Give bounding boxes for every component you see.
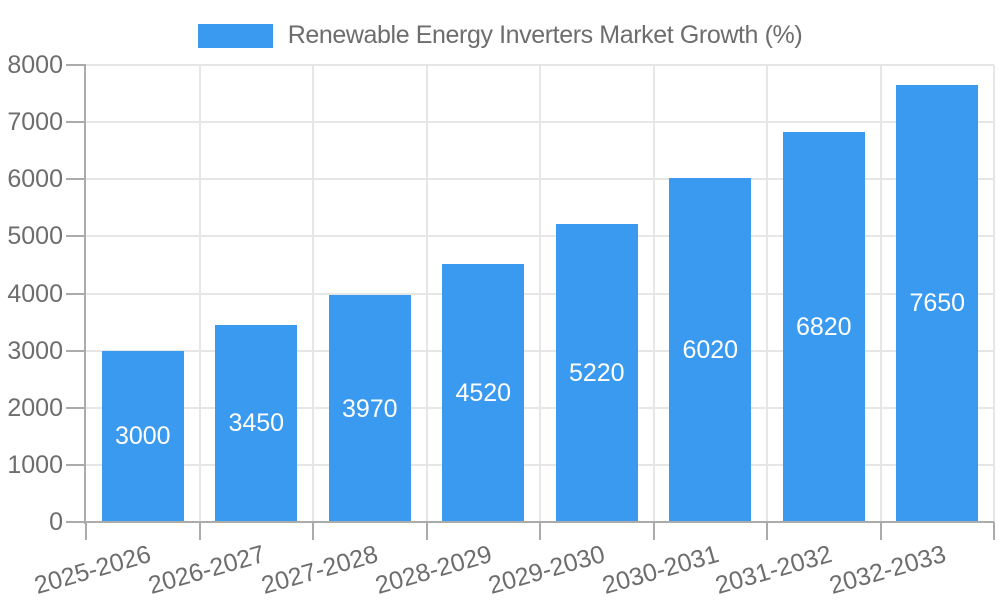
y-axis-tick: [66, 521, 86, 523]
y-axis-tick: [66, 121, 86, 124]
x-axis-tick: [425, 522, 428, 540]
bar-value-label: 6020: [682, 336, 739, 365]
y-axis-line: [84, 65, 86, 524]
bar[interactable]: [782, 132, 865, 522]
x-axis-tick: [198, 522, 201, 540]
x-gridline: [312, 65, 314, 522]
x-axis-tick: [993, 522, 995, 540]
y-tick-label: 2000: [7, 393, 63, 422]
x-axis-tick: [879, 522, 882, 540]
bar[interactable]: [442, 263, 525, 522]
x-axis-tick: [85, 522, 87, 540]
x-gridline: [425, 65, 428, 522]
bar-value-label: 7650: [909, 289, 966, 318]
x-tick-label: 2031-2032: [712, 540, 836, 600]
bar[interactable]: [215, 324, 298, 522]
y-tick-label: 5000: [7, 222, 63, 251]
y-axis-tick: [66, 292, 86, 295]
y-tick-label: 3000: [7, 336, 63, 365]
x-tick-label: 2026-2027: [145, 540, 268, 600]
y-axis-tick: [66, 463, 86, 466]
y-axis-tick: [66, 406, 86, 409]
x-tick-label: 2027-2028: [258, 540, 382, 600]
bar[interactable]: [896, 84, 979, 522]
legend-label: Renewable Energy Inverters Market Growth…: [287, 21, 803, 49]
x-gridline: [539, 65, 541, 522]
y-tick-label: 4000: [7, 279, 63, 308]
bar[interactable]: [328, 295, 411, 522]
x-tick-label: 2032-2033: [826, 540, 949, 600]
x-axis-tick: [539, 522, 541, 540]
bar-value-label: 4520: [455, 378, 512, 407]
bar-value-label: 3970: [341, 394, 398, 423]
x-tick-label: 2030-2031: [599, 540, 722, 600]
bar[interactable]: [101, 350, 184, 522]
x-gridline: [652, 65, 655, 522]
x-tick-label: 2029-2030: [485, 540, 609, 600]
y-tick-label: 7000: [7, 108, 63, 137]
y-tick-label: 0: [49, 508, 63, 536]
x-axis-tick: [766, 522, 768, 540]
y-axis-tick: [66, 64, 86, 66]
bar-value-label: 5220: [568, 358, 625, 387]
legend-swatch: [197, 23, 273, 48]
x-axis-line: [84, 521, 994, 523]
y-tick-label: 6000: [7, 165, 63, 194]
x-gridline: [879, 65, 882, 522]
y-axis-tick: [66, 178, 86, 181]
bar-value-label: 3000: [114, 422, 171, 451]
bar-value-label: 3450: [228, 409, 285, 438]
legend[interactable]: Renewable Energy Inverters Market Growth…: [0, 21, 1000, 50]
x-tick-label: 2025-2026: [31, 540, 155, 600]
x-axis-tick: [312, 522, 314, 540]
y-tick-label: 8000: [7, 51, 63, 79]
x-gridline: [198, 65, 201, 522]
bar-value-label: 6820: [795, 313, 852, 342]
x-axis-tick: [652, 522, 655, 540]
bar[interactable]: [669, 178, 752, 522]
x-tick-label: 2028-2029: [372, 540, 495, 600]
y-axis-tick: [66, 235, 86, 238]
y-axis-tick: [66, 349, 86, 352]
x-gridline: [993, 65, 995, 522]
bar[interactable]: [555, 223, 638, 522]
x-gridline: [766, 65, 768, 522]
y-tick-label: 1000: [7, 450, 63, 479]
